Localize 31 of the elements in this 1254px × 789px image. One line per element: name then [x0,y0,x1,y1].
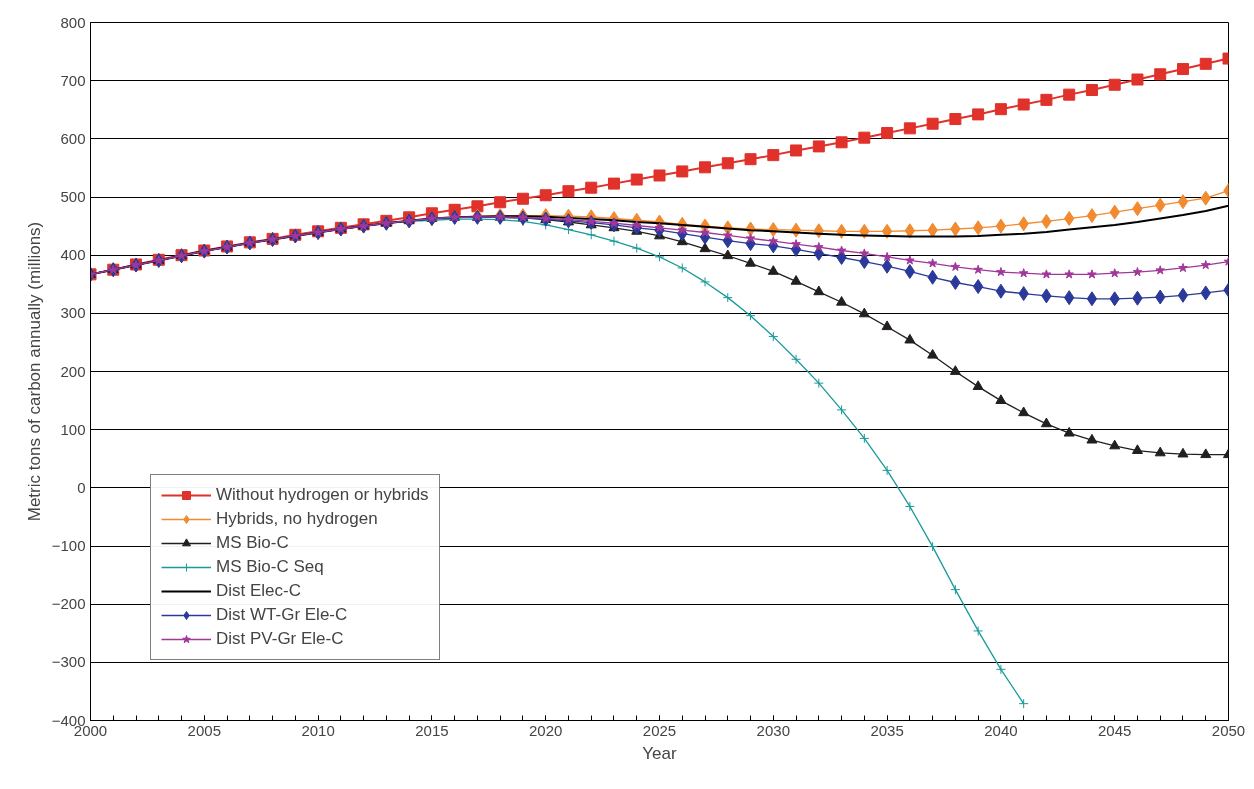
y-tick-label: 300 [60,304,86,322]
legend-label: MS Bio-C Seq [216,557,324,577]
y-tick-label: 200 [60,362,86,380]
x-axis-title: Year [642,743,678,763]
x-tick-label: 2040 [984,721,1018,739]
y-tick-label: 600 [60,129,86,147]
x-tick-label: 2030 [756,721,790,739]
legend-label: Dist Elec-C [216,581,302,601]
x-tick-label: 2025 [642,721,677,739]
y-axis-title: Metric tons of carbon annually (millions) [24,221,44,522]
x-tick-label: 2015 [415,721,449,739]
legend-label: Dist WT-Gr Ele-C [216,605,348,625]
y-tick-label: 800 [60,13,86,31]
y-tick-label: −300 [51,653,86,671]
legend-label: Hybrids, no hydrogen [216,509,378,529]
x-tick-label: 2050 [1211,721,1246,739]
x-tick-label: 2005 [187,721,221,739]
y-tick-label: −100 [51,537,86,554]
y-tick-label: 100 [60,420,86,438]
y-tick-label: 700 [60,71,86,89]
x-tick-label: 2010 [301,721,335,739]
x-tick-label: 2045 [1098,721,1132,739]
legend-label: Without hydrogen or hybrids [216,485,429,505]
y-tick-label: 0 [77,478,86,496]
legend-label: Dist PV-Gr Ele-C [216,629,344,649]
legend-label: MS Bio-C [216,533,289,553]
y-tick-label: 500 [60,188,86,205]
x-tick-label: 2035 [870,721,904,739]
y-tick-label: 400 [60,246,86,264]
x-tick-label: 2020 [529,721,563,739]
y-tick-label: −200 [51,595,86,613]
